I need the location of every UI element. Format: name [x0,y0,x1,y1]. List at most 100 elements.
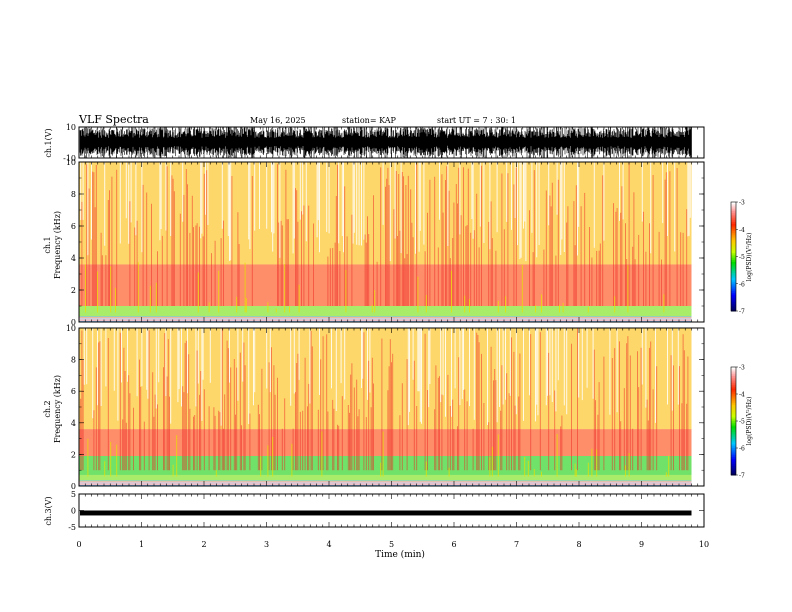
ch1-colorbar-swatch [731,251,736,254]
ch1-colorbar-swatch [731,272,736,276]
ch2-colorbar-tick-label: -4 [739,392,745,399]
ch2-colorbar-swatch [731,383,736,386]
ch2-colorbar-swatch [731,444,736,447]
ch3-ytick-label: 5 [71,490,76,499]
ch2-colorbar-swatch [731,367,736,370]
ch1-spec-ytick-label: 0 [71,318,76,327]
ch2-colorbar-swatch [731,390,736,393]
ch2-colorbar-swatch [731,397,736,400]
ch2-colorbar-swatch [731,467,736,471]
ch1-colorbar-swatch [731,245,736,248]
ch1-colorbar-swatch [731,265,736,268]
ch1-colorbar-swatch [731,207,736,210]
ch2-colorbar-swatch [731,395,736,399]
ch1-colorbar-swatch [731,256,736,259]
ch2-colorbar-swatch [731,449,736,453]
ch2-colorbar-swatch [731,376,736,379]
ch2-colorbar-swatch [731,368,736,372]
ch2-colorbar-swatch [731,392,736,395]
ch1-colorbar-swatch [731,211,736,214]
ch2-colorbar-swatch [731,388,736,391]
ch3-waveform-panel: 50-50 1 2 3 4 5 6 7 8 9 10 [68,490,709,549]
ch2-colorbar-swatch [731,457,736,460]
ch2-colorbar-tick-label: -6 [739,446,745,453]
ch2-colorbar-swatch [731,406,736,409]
ch1-colorbar-swatch [731,305,736,308]
ch2-colorbar-swatch [731,377,736,381]
ch1-colorbar-swatch [731,289,736,292]
ch2-colorbar-tick-label: -7 [739,473,745,480]
x-tick-label: 10 [699,540,709,549]
ch1-colorbar-swatch [731,260,736,263]
ch1-colorbar-swatch [731,216,736,219]
ch2-colorbar-swatch [731,401,736,404]
ch1-colorbar-swatch [731,309,736,312]
ch2-spec-ylabel-line2: Frequency (kHz) [53,375,62,443]
ch2-colorbar-swatch [731,419,736,422]
ch2-colorbar-swatch [731,430,736,433]
ch2-colorbar-swatch [731,439,736,442]
figure-title: VLF Spectra [78,113,149,126]
ch2-colorbar-swatch [731,410,736,413]
ch1-colorbar-swatch [731,298,736,301]
ch1-colorbar-swatch [731,225,736,228]
ch3-ytick-label: 0 [71,507,76,516]
ch2-colorbar-tick-label: -3 [739,365,745,372]
ch1-colorbar-swatch [731,285,736,288]
station-label: station= KAP [342,116,397,125]
ch1-spec-ylabel-line2: Frequency (kHz) [53,211,62,279]
ch1-colorbar-swatch [731,281,736,285]
ch2-spec-band [79,455,692,475]
ch1-spec-ytick-label: 4 [71,254,76,263]
ch1-colorbar-swatch [731,203,736,207]
ch2-colorbar-tick-label: -5 [739,419,745,426]
ch1-colorbar-swatch [731,234,736,238]
ch1-colorbar-swatch [731,303,736,307]
ch1-colorbar-tick-label: -3 [739,200,745,207]
ch2-colorbar-swatch [731,464,736,467]
ch1-colorbar-swatch [731,274,736,277]
x-tick-label: 5 [389,540,394,549]
ch1-spec-ylabel-line1: ch.1 [43,236,52,253]
x-tick-label: 6 [451,540,456,549]
ch1-colorbar-swatch [731,269,736,272]
date-label: May 16, 2025 [250,116,306,125]
ch2-colorbar-swatch [731,431,736,435]
ch1-colorbar-swatch [731,227,736,230]
ch2-spec-band [79,474,692,482]
ch1-spec-streaks-red [81,162,688,306]
ch2-spec-streaks-yellow [87,431,670,477]
ch1-colorbar-swatch [731,258,736,261]
ch2-colorbar-swatch [731,458,736,462]
ch1-colorbar-swatch [731,241,736,245]
x-axis-label: Time (min) [375,549,425,560]
x-tick-label: 9 [639,540,644,549]
ch2-colorbar-swatch [731,424,736,427]
ch2-colorbar-swatch [731,473,736,476]
ch1-colorbar-swatch [731,301,736,305]
ch2-colorbar-swatch [731,471,736,474]
ch2-colorbar-swatch [731,408,736,411]
ch1-colorbar-swatch [731,231,736,234]
ch1-colorbar-swatch [731,221,736,225]
ch2-spec-streaks-red [80,328,689,471]
ch2-colorbar-swatch [731,381,736,384]
ch2-spec-ytick-label: 6 [71,387,76,396]
x-tick-label: 4 [326,540,331,549]
ch1-colorbar-tick-label: -7 [739,309,745,316]
ch2-colorbar-swatch [731,460,736,463]
ch1-colorbar-swatch [731,278,736,281]
ch1-colorbar-swatch [731,240,736,243]
ch1-colorbar-tick-label: -6 [739,281,745,288]
ch1-colorbar-swatch [731,223,736,227]
ch1-colorbar-swatch [731,220,736,223]
ch2-spec-ytick-label: 0 [71,482,76,491]
ch1-spectrogram-panel: 0 2 4 6 8 10 [66,158,705,327]
ch1-spec-band [79,306,692,318]
ch1-colorbar-swatch [731,263,736,267]
ch2-spec-streaks-white [83,328,679,426]
ch1-spec-streaks-yellow [85,262,665,313]
ch2-spec-ytick-label: 8 [71,356,76,365]
ch1-waveform-panel: 10 -10 [63,123,705,163]
